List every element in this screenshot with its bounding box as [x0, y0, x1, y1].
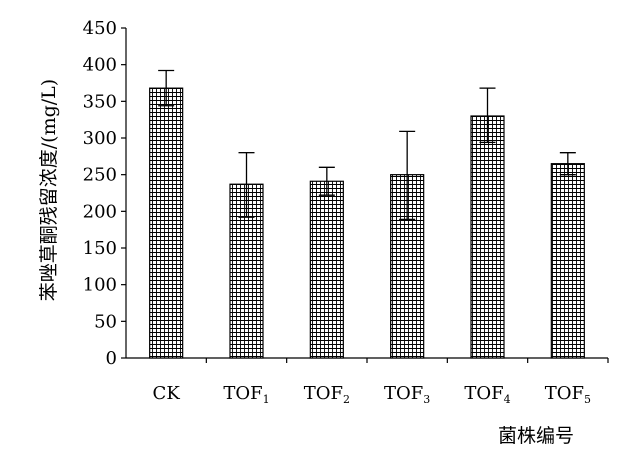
error-bar — [318, 166, 335, 196]
y-axis-ticks: 0 50 100 150 200 250 300 350 400 450 — [83, 18, 126, 369]
bar — [550, 163, 585, 359]
error-bar — [399, 130, 416, 221]
y-axis-label: 苯唑草酮残留浓度/(mg/L) — [38, 79, 60, 301]
bar — [470, 115, 505, 359]
x-tick-label: TOF1 — [223, 383, 269, 406]
x-tick-label: TOF4 — [464, 383, 510, 406]
x-tick-label: CK — [153, 383, 181, 404]
error-bars — [158, 69, 576, 221]
error-bar — [158, 69, 175, 107]
bars — [149, 87, 585, 359]
x-axis-tick-labels: CK TOF1 TOF2 TOF3 TOF4 TOF5 — [153, 383, 591, 406]
y-tick-label: 150 — [83, 238, 117, 259]
axes — [125, 28, 609, 363]
error-bar — [479, 87, 496, 144]
y-tick-label: 50 — [94, 311, 117, 332]
y-tick-label: 400 — [83, 55, 117, 76]
y-tick-label: 300 — [83, 128, 117, 149]
error-bar — [238, 152, 255, 218]
x-axis-label: 菌株编号 — [498, 425, 574, 447]
bar — [149, 87, 184, 359]
y-tick-label: 250 — [83, 165, 117, 186]
y-tick-label: 200 — [83, 201, 117, 222]
y-tick-label: 350 — [83, 91, 117, 112]
x-tick-label: TOF3 — [384, 383, 430, 406]
y-tick-label: 0 — [106, 348, 117, 369]
bar — [309, 180, 344, 359]
y-tick-label: 450 — [83, 18, 117, 39]
x-tick-label: TOF2 — [304, 383, 350, 406]
y-tick-label: 100 — [83, 275, 117, 296]
x-tick-label: TOF5 — [545, 383, 591, 406]
error-bar — [559, 152, 576, 176]
